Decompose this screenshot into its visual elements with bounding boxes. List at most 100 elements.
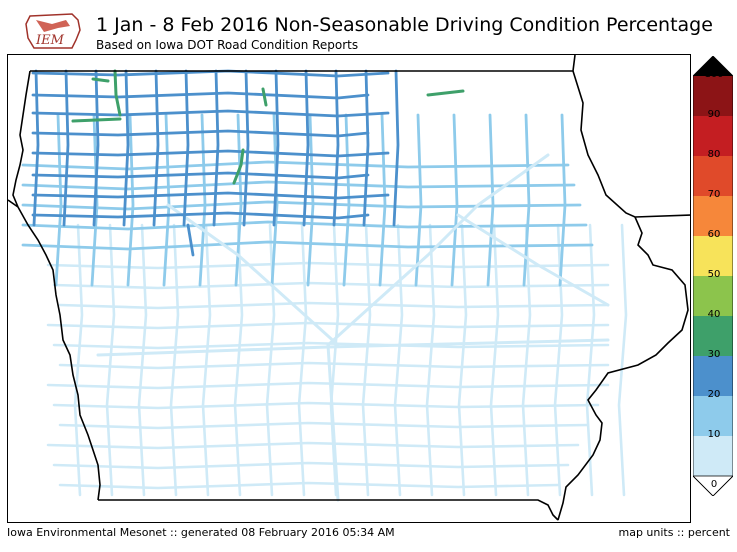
road-segment: [58, 301, 610, 310]
road-segment: [62, 69, 70, 227]
road-segment: [326, 343, 340, 502]
legend-tick-label: 90: [707, 109, 721, 120]
state-borders: [8, 55, 690, 521]
legend-tick-label: 50: [707, 269, 721, 280]
legend-bin-80-90: [693, 116, 733, 156]
road-segment: [362, 69, 370, 227]
road-segment: [21, 220, 588, 231]
road-segment: [378, 113, 387, 287]
legend-bin-20-30: [693, 356, 733, 396]
legend-tick-label: 0: [710, 479, 718, 490]
road-segment: [31, 129, 370, 138]
road-segment: [52, 401, 600, 410]
logo-text: IEM: [35, 33, 65, 48]
road-segment: [302, 69, 310, 227]
road-segment: [326, 153, 550, 347]
map-panel: [7, 54, 691, 523]
legend-bin-40-50: [693, 276, 733, 316]
road-segment: [425, 223, 436, 497]
legend-tick-label: 30: [707, 349, 721, 360]
road-segment: [457, 223, 468, 497]
road-segment: [21, 160, 570, 171]
road-segment: [272, 69, 280, 227]
road-segment: [521, 223, 532, 497]
road-segment: [306, 113, 315, 287]
road-segment: [52, 461, 570, 470]
road-segment: [342, 113, 351, 287]
road-segment: [212, 69, 220, 227]
road-segment: [31, 211, 370, 220]
road-segment: [186, 223, 195, 257]
road-segment: [234, 113, 243, 287]
road-segment: [122, 69, 130, 227]
road-segment: [414, 113, 423, 287]
road-segment: [58, 481, 560, 490]
road-segment: [486, 113, 495, 287]
road-segment: [105, 223, 116, 497]
road-segment: [233, 223, 244, 497]
road-segment: [54, 113, 63, 287]
road-segment: [332, 69, 340, 227]
road-segment: [31, 191, 390, 200]
legend-bin-50-60: [693, 236, 733, 276]
road-segment: [52, 341, 610, 350]
legend-tick-label: 80: [707, 149, 721, 160]
legend-bin-60-70: [693, 196, 733, 236]
road-segment: [73, 223, 84, 497]
road-segment: [162, 113, 171, 287]
legend-tick-label: 20: [707, 389, 721, 400]
iowa-map: [8, 55, 690, 521]
legend-tick-label: 70: [707, 189, 721, 200]
road-segment: [31, 171, 370, 180]
road-segment: [46, 321, 610, 330]
road-segment: [31, 91, 370, 100]
road-segment: [617, 223, 628, 497]
road-segment: [392, 69, 400, 227]
road-segment: [46, 441, 580, 450]
road-segment: [21, 200, 582, 211]
road-segment: [558, 113, 567, 287]
road-segment: [31, 109, 390, 118]
road-segment: [261, 87, 268, 107]
road-segment: [426, 89, 465, 97]
map-title: 1 Jan - 8 Feb 2016 Non-Seasonable Drivin…: [96, 14, 713, 36]
road-segment: [92, 69, 100, 227]
legend-bin-90-100: [693, 76, 733, 116]
legend-tick-label: 100: [704, 69, 724, 80]
road-segment: [31, 149, 390, 158]
road-segment: [21, 180, 576, 191]
legend-tick-label: 10: [707, 429, 721, 440]
road-segment: [169, 223, 180, 497]
footer-credit: Iowa Environmental Mesonet :: generated …: [7, 526, 395, 539]
road-segment: [152, 69, 160, 227]
road-segment: [201, 223, 212, 497]
road-segment: [585, 223, 596, 497]
road-segment: [58, 361, 610, 370]
road-segment: [137, 223, 148, 497]
road-segment: [450, 113, 459, 287]
road-segment: [198, 113, 207, 287]
legend-bin-10-20: [693, 396, 733, 436]
map-subtitle: Based on Iowa DOT Road Condition Reports: [96, 38, 359, 52]
footer-units: map units :: percent: [618, 526, 730, 539]
iem-logo: IEM: [22, 10, 86, 54]
road-segment: [46, 381, 610, 390]
road-segment: [361, 223, 372, 497]
road-segment: [489, 223, 500, 497]
legend-tick-label: 60: [707, 229, 721, 240]
road-segment: [126, 113, 135, 287]
legend-colorbar: [693, 56, 733, 496]
road-segment: [182, 69, 190, 227]
road-segment: [232, 148, 245, 185]
road-segment: [58, 421, 590, 430]
road-segment: [297, 223, 308, 497]
legend-bin-70-80: [693, 156, 733, 196]
road-segment: [456, 213, 610, 307]
road-segment: [32, 69, 40, 227]
road-segment: [71, 117, 122, 123]
legend-tick-label: 40: [707, 309, 721, 320]
road-segment: [96, 338, 610, 357]
road-segment: [113, 69, 122, 117]
road-segment: [91, 77, 110, 83]
road-segment: [90, 113, 99, 287]
